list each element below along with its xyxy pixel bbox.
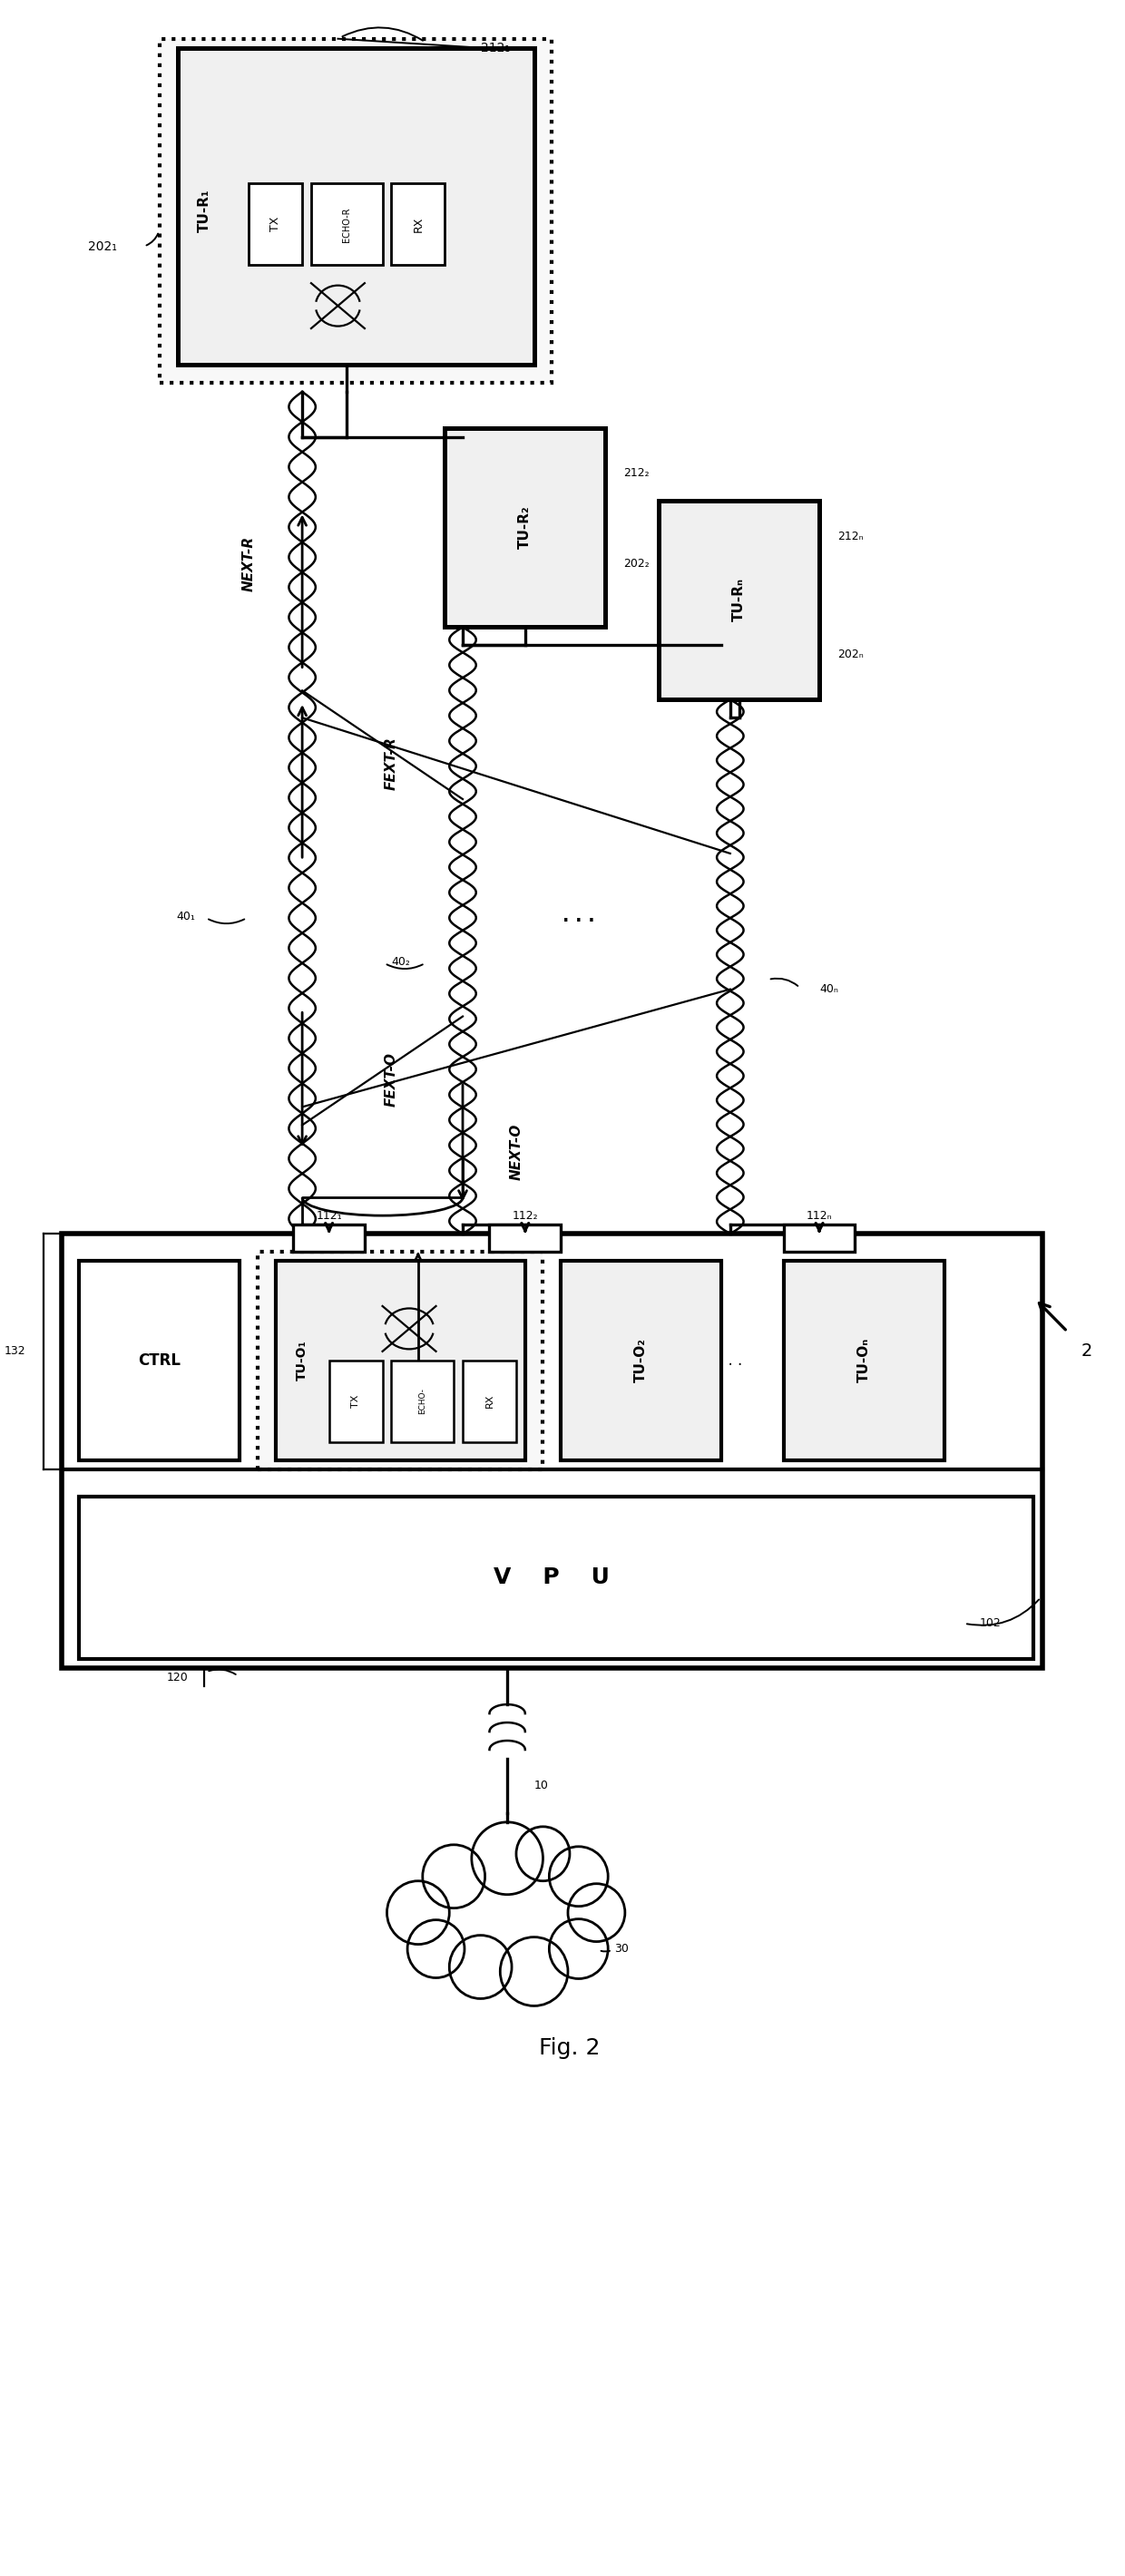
Text: 40ₙ: 40ₙ [819, 984, 838, 994]
Text: 212₁: 212₁ [480, 41, 510, 54]
Bar [784, 1224, 855, 1252]
Bar [784, 1260, 944, 1461]
Circle shape [387, 1880, 449, 1945]
Text: 212₂: 212₂ [623, 466, 649, 479]
Bar [391, 1360, 453, 1443]
Circle shape [568, 1883, 626, 1942]
Text: RX: RX [485, 1394, 494, 1409]
Bar [462, 1360, 516, 1443]
Bar [249, 183, 303, 265]
Text: RX: RX [412, 216, 424, 232]
Bar [328, 1360, 382, 1443]
Text: 30: 30 [614, 1942, 629, 1955]
Text: 40₁: 40₁ [177, 912, 196, 922]
Text: TU-O₂: TU-O₂ [634, 1340, 648, 1383]
Bar [62, 1234, 1042, 1669]
Text: 112₂: 112₂ [512, 1211, 538, 1221]
Circle shape [471, 1821, 543, 1893]
Text: TU-Rₙ: TU-Rₙ [732, 577, 746, 621]
Text: FEXT-O: FEXT-O [385, 1054, 398, 1108]
Text: FEXT-R: FEXT-R [385, 737, 398, 791]
Text: . . .: . . . [718, 1352, 742, 1368]
Text: ECHO-R: ECHO-R [342, 206, 351, 242]
Text: 202₁: 202₁ [88, 240, 117, 252]
Text: TU-Oₙ: TU-Oₙ [857, 1337, 871, 1383]
Bar [391, 183, 444, 265]
Circle shape [516, 1826, 569, 1880]
Bar [160, 39, 552, 384]
Circle shape [549, 1847, 608, 1906]
Text: TU-R₂: TU-R₂ [519, 505, 532, 549]
Bar [80, 1260, 240, 1461]
Bar [258, 1252, 543, 1468]
Bar [489, 1224, 560, 1252]
Text: 202ₙ: 202ₙ [837, 649, 863, 659]
Circle shape [501, 1937, 568, 2007]
Text: V    P    U: V P U [494, 1566, 610, 1589]
Text: 212ₙ: 212ₙ [837, 531, 863, 544]
Text: Fig. 2: Fig. 2 [539, 2038, 601, 2058]
Text: TX: TX [351, 1394, 360, 1406]
Bar [276, 1260, 525, 1461]
Text: 120: 120 [166, 1672, 188, 1682]
Text: 202₂: 202₂ [623, 559, 649, 569]
Bar [294, 1224, 364, 1252]
Circle shape [549, 1919, 608, 1978]
Text: NEXT-R: NEXT-R [242, 536, 255, 592]
Text: 132: 132 [4, 1345, 26, 1358]
Bar [444, 428, 605, 626]
Bar [312, 183, 382, 265]
Text: NEXT-O: NEXT-O [510, 1123, 523, 1180]
Bar [80, 1497, 1034, 1659]
Text: TU-R₁: TU-R₁ [197, 188, 212, 232]
Text: TX: TX [270, 216, 281, 232]
Bar [659, 500, 819, 701]
Text: . . .: . . . [562, 909, 595, 925]
Circle shape [407, 1919, 465, 1978]
Text: 10: 10 [534, 1780, 549, 1793]
Text: TU-O₁: TU-O₁ [296, 1340, 308, 1381]
Text: 40₂: 40₂ [391, 956, 411, 969]
Text: ECHO-: ECHO- [418, 1388, 426, 1414]
Text: 2: 2 [1081, 1342, 1092, 1360]
Text: 112ₙ: 112ₙ [807, 1211, 832, 1221]
Text: 102: 102 [980, 1618, 1001, 1628]
Circle shape [423, 1844, 485, 1909]
Text: CTRL: CTRL [138, 1352, 181, 1368]
Bar [560, 1260, 721, 1461]
Circle shape [449, 1935, 512, 1999]
Text: 112₁: 112₁ [316, 1211, 342, 1221]
Bar [178, 49, 534, 366]
